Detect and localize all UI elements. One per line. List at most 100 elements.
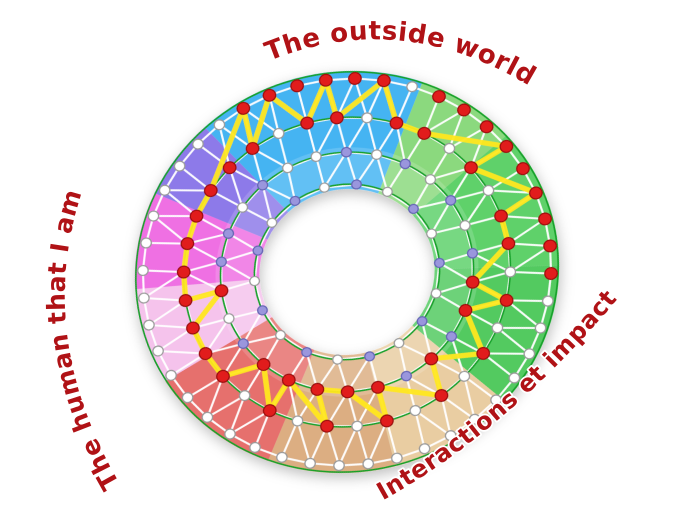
node-red	[465, 275, 480, 289]
label-left: The human that I am	[42, 186, 125, 495]
mesh-link	[277, 132, 289, 169]
node-white	[223, 313, 235, 324]
node-purple	[257, 179, 269, 191]
node-purple	[222, 228, 235, 239]
node-white	[138, 292, 150, 304]
node-white	[238, 390, 251, 402]
node-white	[430, 288, 442, 299]
node-white	[391, 452, 403, 464]
node-white	[318, 182, 330, 193]
node-white	[351, 420, 363, 432]
mesh-link	[464, 189, 490, 227]
node-white	[443, 142, 456, 154]
mesh-link	[397, 342, 408, 378]
mesh-link	[220, 249, 259, 263]
node-red	[320, 419, 334, 433]
node-red	[348, 71, 362, 86]
node-purple	[364, 351, 376, 362]
node-red	[262, 88, 277, 102]
node-red	[310, 382, 325, 396]
node-red	[538, 212, 552, 226]
node-white	[201, 411, 214, 423]
mesh-link	[315, 155, 326, 189]
node-white	[381, 186, 393, 197]
node-white	[137, 264, 149, 276]
mesh-link	[430, 224, 467, 235]
mesh-link	[346, 355, 371, 393]
node-white	[332, 354, 343, 365]
mesh-link	[147, 299, 187, 327]
node-white	[468, 413, 481, 425]
mesh-link	[280, 419, 299, 459]
wheel	[134, 70, 560, 474]
node-red	[340, 385, 355, 399]
node-red	[281, 373, 296, 387]
mesh-link	[261, 184, 297, 202]
mesh-link	[438, 252, 474, 264]
node-red	[417, 126, 432, 140]
mesh-link	[227, 232, 259, 252]
node-white	[406, 81, 418, 93]
node-red	[186, 321, 200, 335]
mesh-link	[345, 151, 358, 186]
mesh-link	[395, 122, 407, 165]
node-red	[376, 74, 391, 88]
node-red	[236, 101, 251, 115]
node-red	[458, 303, 473, 318]
node-white	[165, 369, 177, 381]
mesh-link	[335, 77, 356, 119]
node-white	[143, 319, 155, 331]
node-red	[457, 103, 471, 117]
mesh-link	[365, 116, 378, 156]
node-white	[458, 370, 471, 382]
node-white	[418, 443, 431, 455]
mesh-link	[356, 425, 370, 465]
node-purple	[400, 370, 412, 382]
mesh-link	[338, 425, 359, 467]
mesh-link	[228, 409, 271, 435]
mesh-link	[227, 309, 264, 320]
node-red	[389, 116, 404, 130]
mesh-link	[448, 109, 466, 150]
node-purple	[237, 338, 249, 349]
node-red	[222, 161, 237, 175]
node-white	[409, 405, 422, 417]
mesh-link	[429, 147, 451, 181]
node-purple	[445, 195, 457, 206]
node-red	[544, 266, 558, 281]
mesh-link	[157, 327, 194, 352]
mesh-link	[142, 297, 187, 302]
node-white	[291, 415, 304, 427]
mesh-link	[414, 409, 426, 450]
node-white	[192, 138, 204, 150]
mesh-link	[440, 394, 476, 421]
node-red	[464, 161, 478, 175]
node-white	[371, 149, 383, 160]
node-red	[318, 73, 333, 87]
node-white	[249, 275, 261, 287]
node-red	[176, 265, 191, 279]
mesh-link	[421, 320, 453, 338]
mesh-link	[218, 123, 254, 150]
node-red	[189, 209, 204, 223]
mesh-link	[206, 394, 246, 419]
mesh-link	[386, 162, 407, 193]
node-white	[158, 184, 171, 196]
mesh-link	[315, 116, 338, 158]
node-white	[181, 392, 194, 404]
mesh-link	[505, 299, 542, 329]
node-red	[543, 239, 558, 253]
node-white	[275, 329, 286, 341]
node-red	[300, 116, 315, 130]
node-red	[290, 79, 305, 93]
node-white	[523, 348, 536, 360]
mesh-link	[440, 394, 452, 437]
node-white	[362, 458, 375, 470]
node-white	[444, 430, 457, 442]
node-purple	[351, 179, 362, 190]
mesh-link	[228, 394, 246, 435]
mesh-link	[228, 166, 244, 209]
mesh-link	[242, 309, 264, 345]
mesh-link	[220, 260, 256, 283]
